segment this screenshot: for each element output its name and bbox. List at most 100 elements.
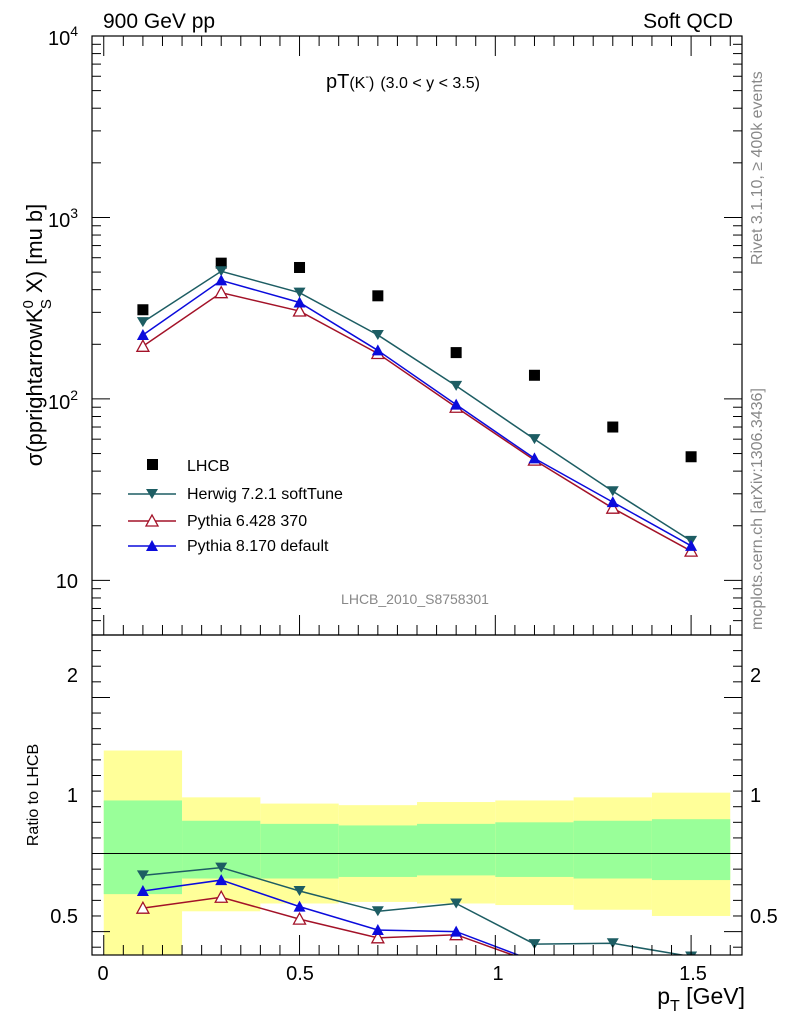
legend: LHCB Herwig 7.2.1 softTune Pythia 6.428 …: [128, 458, 343, 555]
point-herwig-7-2-1-softtune: [293, 287, 306, 298]
ratio-line-pythia-8-170-default: [142, 879, 521, 955]
ratio-point-pythia-6-428-370: [607, 957, 619, 968]
point-lhcb: [294, 261, 306, 273]
ratio-tick-label-0-5-right: 0.5: [750, 906, 778, 928]
y-tick-label-1e3: 103: [48, 205, 78, 232]
point-pythia-8-170-default: [215, 274, 228, 286]
ratio-point-herwig-7-2-1-softtune: [136, 870, 149, 881]
ratio-point-herwig-7-2-1-softtune: [371, 906, 384, 917]
point-herwig-7-2-1-softtune: [528, 434, 541, 445]
point-lhcb: [528, 369, 540, 381]
point-pythia-8-170-default: [685, 539, 698, 551]
legend-item-herwig: Herwig 7.2.1 softTune: [128, 486, 343, 503]
mcplots-label: mcplots.cern.ch [arXiv:1306.3436]: [749, 388, 766, 630]
ratio-tick-label-0-5: 0.5: [50, 906, 78, 928]
legend-item-pythia6: Pythia 6.428 370: [128, 513, 307, 530]
point-pythia-6-428-370: [605, 500, 620, 514]
band-inner-bin: [260, 823, 339, 879]
point-pythia-8-170-default: [293, 296, 306, 308]
ratio-point-pythia-8-170-default: [607, 957, 619, 968]
ratio-y-tick-labels: 2 1 0.5 2 1 0.5: [50, 665, 778, 928]
ratio-point-pythia-8-170-default: [136, 885, 149, 896]
legend-label-pythia8: Pythia 8.170 default: [187, 538, 329, 555]
point-herwig-7-2-1-softtune: [606, 486, 619, 497]
point-herwig-7-2-1-softtune: [136, 317, 149, 328]
ratio-line-herwig-7-2-1-softtune: [142, 866, 687, 955]
x-tick-label-0-5: 0.5: [286, 963, 314, 985]
point-pythia-6-428-370: [135, 338, 150, 352]
ratio-point-pythia-6-428-370: [292, 911, 307, 925]
point-pythia-6-428-370: [214, 285, 229, 299]
ratio-point-pythia-6-428-370: [135, 900, 150, 914]
ratio-point-pythia-6-428-370: [528, 957, 540, 968]
plot-title: pT(K-) (3.0 < y < 3.5): [326, 71, 480, 93]
ratio-tick-label-2: 2: [67, 665, 78, 687]
ratio-y-axis-label: Ratio to LHCB: [25, 744, 42, 846]
point-pythia-8-170-default: [528, 452, 541, 464]
ratio-tick-label-1-right: 1: [750, 785, 761, 807]
band-inner-bin: [417, 823, 496, 876]
point-lhcb: [450, 347, 462, 359]
point-pythia-8-170-default: [136, 329, 149, 341]
point-pythia-8-170-default: [450, 398, 463, 410]
ratio-series-group: [135, 862, 698, 968]
band-inner-bin: [495, 822, 574, 877]
point-lhcb: [607, 421, 619, 433]
band-inner-bin: [651, 819, 731, 881]
point-lhcb: [685, 451, 697, 463]
ratio-point-pythia-8-170-default: [528, 955, 540, 966]
ratio-point-pythia-8-170-default: [450, 925, 463, 937]
ratio-line-pythia-6-428-370: [142, 896, 515, 955]
legend-item-pythia8: Pythia 8.170 default: [128, 538, 329, 555]
legend-marker-pythia8: [146, 540, 158, 551]
x-axis-label: pT [GeV]: [657, 983, 745, 1015]
ratio-point-herwig-7-2-1-softtune: [528, 939, 541, 950]
point-pythia-6-428-370: [292, 303, 307, 317]
ratio-point-pythia-8-170-default: [215, 874, 228, 886]
point-lhcb: [372, 290, 384, 302]
header-right: Soft QCD: [643, 10, 733, 33]
band-inner-bin: [573, 820, 652, 879]
legend-marker-herwig: [146, 489, 158, 499]
legend-marker-lhcb: [147, 459, 158, 470]
ratio-point-pythia-8-170-default: [293, 900, 306, 912]
ratio-point-pythia-8-170-default: [371, 924, 384, 936]
ratio-point-herwig-7-2-1-softtune: [215, 862, 228, 873]
legend-label-lhcb: LHCB: [187, 458, 230, 475]
analysis-watermark: LHCB_2010_S8758301: [341, 591, 489, 607]
series-line-pythia-8-170-default: [142, 279, 692, 547]
point-pythia-8-170-default: [371, 344, 384, 356]
point-herwig-7-2-1-softtune: [215, 266, 228, 277]
ratio-point-herwig-7-2-1-softtune: [606, 938, 619, 949]
top-series-group: [135, 257, 699, 557]
y-tick-label-1e1: 10: [56, 571, 78, 593]
legend-label-herwig: Herwig 7.2.1 softTune: [187, 486, 343, 503]
ratio-point-pythia-6-428-370: [370, 930, 385, 944]
ratio-tick-label-2-right: 2: [750, 665, 761, 687]
y-axis-label: σ(pprightarrowK0S X) [mu b]: [20, 204, 55, 467]
ratio-tick-label-1: 1: [67, 785, 78, 807]
point-pythia-8-170-default: [606, 496, 619, 508]
axis-ticks: [92, 35, 742, 955]
y-tick-label-1e2: 102: [48, 387, 78, 414]
top-y-tick-labels: 104 103 102 10: [48, 23, 78, 593]
legend-item-lhcb: LHCB: [147, 458, 230, 475]
x-tick-label-1-5: 1.5: [679, 963, 707, 985]
ratio-point-herwig-7-2-1-softtune: [450, 898, 463, 909]
ratio-point-herwig-7-2-1-softtune: [293, 886, 306, 896]
series-line-herwig-7-2-1-softtune: [142, 270, 692, 542]
band-inner-bin: [338, 825, 417, 877]
x-tick-label-1: 1: [492, 963, 503, 985]
point-lhcb: [137, 304, 149, 316]
y-tick-label-1e4: 104: [48, 23, 78, 50]
point-herwig-7-2-1-softtune: [450, 380, 463, 391]
legend-marker-pythia6: [144, 513, 160, 527]
legend-label-pythia6: Pythia 6.428 370: [187, 513, 307, 530]
point-herwig-7-2-1-softtune: [371, 330, 384, 341]
x-tick-label-0: 0: [97, 963, 108, 985]
series-line-pythia-6-428-370: [142, 291, 692, 552]
rivet-label: Rivet 3.1.10, ≥ 400k events: [749, 71, 766, 265]
header-left: 900 GeV pp: [103, 10, 215, 33]
ratio-point-pythia-6-428-370: [214, 889, 229, 903]
